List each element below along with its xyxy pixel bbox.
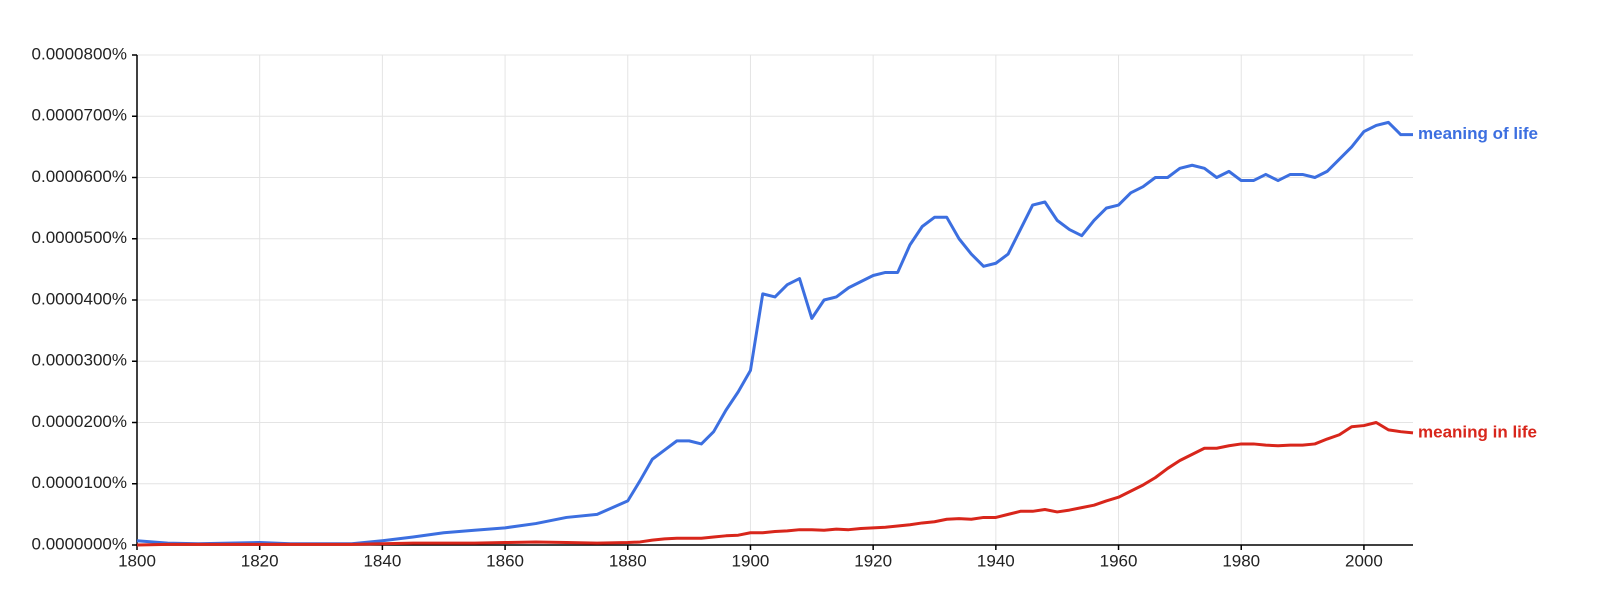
y-tick-label: 0.0000800% xyxy=(32,44,127,63)
x-tick-label: 1980 xyxy=(1222,551,1260,570)
y-tick-label: 0.0000200% xyxy=(32,412,127,431)
x-tick-label: 1960 xyxy=(1100,551,1138,570)
y-tick-label: 0.0000600% xyxy=(32,167,127,186)
series-label: meaning of life xyxy=(1418,124,1538,143)
x-tick-label: 2000 xyxy=(1345,551,1383,570)
x-tick-label: 1880 xyxy=(609,551,647,570)
x-tick-label: 1920 xyxy=(854,551,892,570)
y-tick-label: 0.0000400% xyxy=(32,289,127,308)
series-line xyxy=(136,120,1413,546)
series-line xyxy=(136,421,1414,547)
x-tick-label: 1900 xyxy=(732,551,770,570)
x-tick-label: 1820 xyxy=(241,551,279,570)
x-tick-label: 1940 xyxy=(977,551,1015,570)
y-tick-label: 0.0000700% xyxy=(32,106,127,125)
series-label: meaning in life xyxy=(1418,422,1537,441)
y-tick-label: 0.0000500% xyxy=(32,228,127,247)
x-tick-label: 1840 xyxy=(363,551,401,570)
x-tick-label: 1860 xyxy=(486,551,524,570)
x-tick-label: 1800 xyxy=(118,551,156,570)
y-tick-label: 0.0000300% xyxy=(32,351,127,370)
y-tick-label: 0.0000100% xyxy=(32,473,127,492)
y-tick-label: 0.0000000% xyxy=(32,534,127,553)
